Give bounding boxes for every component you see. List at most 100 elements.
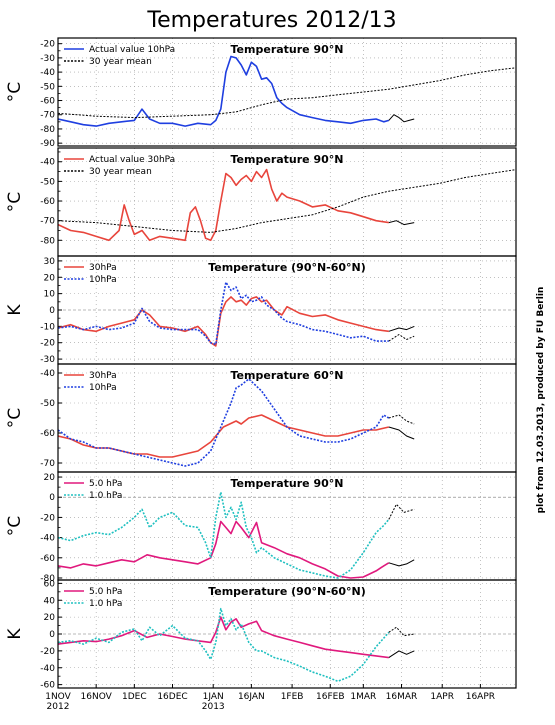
x-tick-label: 1MAR xyxy=(350,692,376,702)
x-tick-label: 16JAN xyxy=(238,692,265,702)
legend-label: Actual value 10hPa xyxy=(89,45,175,55)
y-tick-label: 20 xyxy=(44,613,56,623)
y-tick-label: -60 xyxy=(40,429,55,439)
y-tick-label: -60 xyxy=(40,197,55,207)
panel-title: Temperature (90°N-60°N) xyxy=(208,261,366,274)
y-tick-label: -80 xyxy=(40,125,55,135)
panel-title: Temperature (90°N-60°N) xyxy=(208,585,366,598)
series-line xyxy=(58,414,389,458)
x-tick-label: 1FEB xyxy=(281,692,304,702)
x-tick-label: 16APR xyxy=(466,692,495,702)
y-tick-label: -20 xyxy=(40,513,55,523)
panel-3: -30 -20 -10 0 10 20 30 Temperature (90°N-60°N) 3… xyxy=(5,255,517,365)
y-tick-label: -80 xyxy=(40,236,55,246)
x-tick-label: 16DEC xyxy=(157,692,187,702)
y-tick-label: -50 xyxy=(40,177,55,187)
panel-title: Temperature 90°N xyxy=(231,153,344,166)
y-tick-label: -30 xyxy=(40,355,55,365)
x-tick-label: 1APR xyxy=(430,692,454,702)
y-tick-label: -70 xyxy=(40,459,55,469)
series-line xyxy=(388,503,415,520)
y-tick-label: 60 xyxy=(44,579,56,589)
series-line xyxy=(388,559,415,567)
x-tick-year: 2012 xyxy=(47,702,70,712)
y-axis-label: °C xyxy=(5,408,25,428)
legend-label: 1.0 hPa xyxy=(89,491,122,501)
y-axis-label: °C xyxy=(5,192,25,212)
x-tick-label: 16MAR xyxy=(386,692,418,702)
figure-title: Temperatures 2012/13 xyxy=(146,8,396,33)
series-line xyxy=(58,616,389,659)
legend-label: 30 year mean xyxy=(89,57,152,67)
y-tick-label: 20 xyxy=(44,473,56,483)
y-tick-label: -70 xyxy=(40,217,55,227)
legend-label: 5.0 hPa xyxy=(89,479,122,489)
panels-group: -90 -80 -70 -60 -50 -40 -30 -20 Temperature 90°N… xyxy=(5,37,517,691)
side-note: plot from 12.03.2013, produced by FU Ber… xyxy=(536,287,546,514)
panel-5: -80 -60 -40 -20 0 20 Temperature 90°N 5.0 hPa 1.… xyxy=(5,471,517,584)
y-tick-label: -40 xyxy=(40,158,55,168)
y-tick-label: -40 xyxy=(40,664,55,674)
series-line xyxy=(58,296,389,347)
series-line xyxy=(58,169,516,233)
series-line xyxy=(388,626,415,637)
series-line xyxy=(388,414,415,425)
series-line xyxy=(388,220,415,226)
legend-label: 10hPa xyxy=(89,275,117,285)
y-tick-label: -50 xyxy=(40,82,55,92)
y-tick-label: -60 xyxy=(40,681,55,691)
y-tick-label: -60 xyxy=(40,97,55,107)
series-line xyxy=(58,168,389,242)
series-line xyxy=(388,650,415,659)
y-tick-label: -10 xyxy=(40,322,55,332)
panel-frame xyxy=(57,579,517,689)
panel-1: -90 -80 -70 -60 -50 -40 -30 -20 Temperature 90°N… xyxy=(5,37,517,149)
y-tick-label: -20 xyxy=(40,339,55,349)
y-axis-label: K xyxy=(5,304,25,316)
series-line xyxy=(58,520,390,579)
x-tick-year: 2013 xyxy=(202,702,225,712)
y-tick-label: 0 xyxy=(49,493,55,503)
y-tick-label: -70 xyxy=(40,111,55,121)
legend-label: 30 year mean xyxy=(89,167,152,177)
x-tick-label: 1NOV xyxy=(45,692,71,702)
y-tick-label: 10 xyxy=(44,290,56,300)
panel-title: Temperature 90°N xyxy=(231,43,344,56)
y-tick-label: -20 xyxy=(40,647,55,657)
panel-title: Temperature 60°N xyxy=(231,369,344,382)
y-tick-label: -40 xyxy=(40,534,55,544)
y-axis-label: K xyxy=(5,628,25,640)
y-tick-label: -60 xyxy=(40,554,55,564)
panel-2: -80 -70 -60 -50 -40 Temperature 90°N Actual va… xyxy=(5,147,517,257)
y-axis-label: °C xyxy=(5,82,25,102)
legend-label: 5.0 hPa xyxy=(89,587,122,597)
legend-label: 30hPa xyxy=(89,263,117,273)
y-tick-label: -20 xyxy=(40,40,55,50)
y-tick-label: 30 xyxy=(44,257,56,267)
y-tick-label: 0 xyxy=(49,306,55,316)
series-line xyxy=(388,334,415,342)
y-tick-label: 20 xyxy=(44,273,56,283)
y-tick-label: -40 xyxy=(40,68,55,78)
series-line xyxy=(58,607,390,683)
panel-6: -60 -40 -20 0 20 40 60 Temperature (90°N-60°N) 5… xyxy=(5,579,517,691)
y-tick-label: -50 xyxy=(40,399,55,409)
panel-title: Temperature 90°N xyxy=(231,477,344,490)
legend-label: Actual value 30hPa xyxy=(89,155,175,165)
y-tick-label: -80 xyxy=(40,574,55,584)
y-tick-label: -40 xyxy=(40,369,55,379)
y-axis-label: °C xyxy=(5,516,25,536)
y-tick-label: 0 xyxy=(49,630,55,640)
series-line xyxy=(58,378,390,467)
x-tick-label: 16FEB xyxy=(316,692,345,702)
panel-4: -70 -60 -50 -40 Temperature 60°N 30hPa 10hPa °C xyxy=(5,363,517,473)
panel-frame xyxy=(57,37,517,147)
legend-label: 1.0 hPa xyxy=(89,599,122,609)
series-line xyxy=(58,281,389,346)
y-tick-label: 40 xyxy=(44,596,56,606)
series-line xyxy=(388,114,415,123)
y-tick-label: -30 xyxy=(40,54,55,64)
series-line xyxy=(58,491,390,579)
